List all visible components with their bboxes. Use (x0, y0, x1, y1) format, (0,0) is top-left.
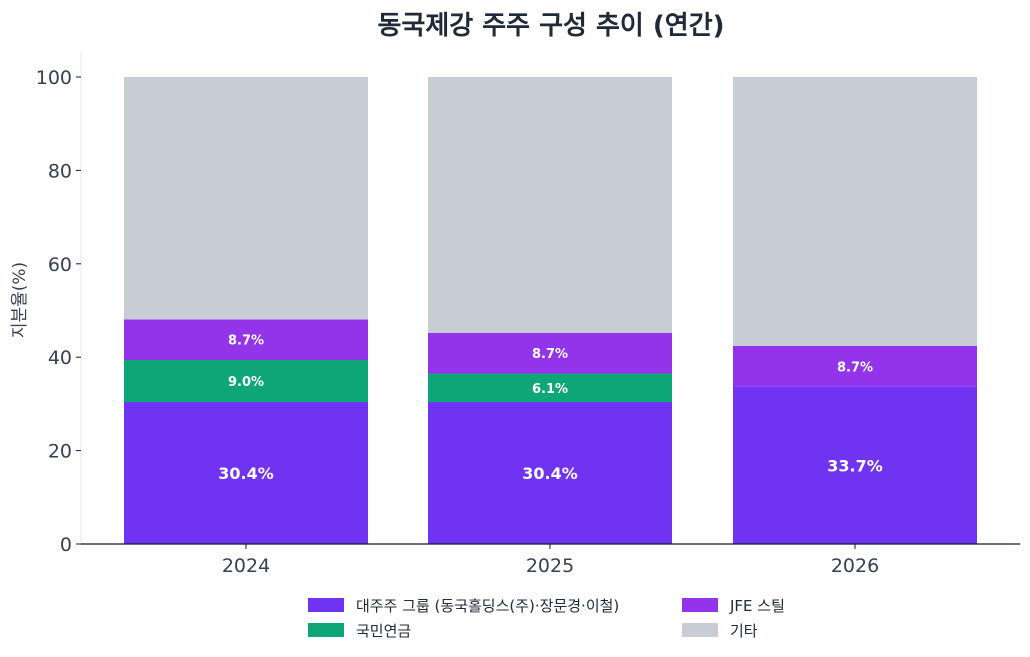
data-label-2026-s2: 8.7% (837, 360, 873, 375)
data-label-2024-s2: 8.7% (228, 334, 264, 349)
bar-segment-2026-s2 (733, 345, 977, 387)
data-label-2026-s0: 33.7% (827, 456, 883, 475)
legend: 대주주 그룹 (동국홀딩스(주)·장문경·이철) 국민연금 JFE 스틸 기타 (308, 594, 828, 644)
legend-label-major-shareholder: 대주주 그룹 (동국홀딩스(주)·장문경·이철) (356, 596, 620, 615)
legend-label-others: 기타 (730, 621, 758, 640)
x-tick-label: 2025 (526, 555, 574, 577)
y-tick-label: 40 (48, 347, 72, 369)
y-axis-label: 지분율(%) (10, 262, 30, 338)
legend-swatch-others (682, 623, 718, 637)
bar-segment-2024-s1 (124, 360, 368, 403)
x-tick-label: 2026 (831, 555, 879, 577)
bar-segment-2025-s0 (428, 402, 672, 544)
bar-segment-2024-s3 (124, 77, 368, 320)
bar-segment-2025-s3 (428, 77, 672, 333)
y-tick-label: 0 (60, 534, 72, 556)
bar-segment-2025-s2 (428, 332, 672, 374)
legend-item-jfe: JFE 스틸 (682, 594, 785, 616)
data-label-2025-s1: 6.1% (532, 382, 568, 397)
data-label-2025-s2: 8.7% (532, 347, 568, 362)
legend-swatch-nps (308, 623, 344, 637)
legend-swatch-major-shareholder (308, 598, 344, 612)
legend-item-major-shareholder: 대주주 그룹 (동국홀딩스(주)·장문경·이철) (308, 594, 619, 616)
bar-segment-2025-s1 (428, 373, 672, 403)
y-tick-label: 60 (48, 254, 72, 276)
bar-segment-2024-s2 (124, 319, 368, 361)
bar-segment-2024-s0 (124, 402, 368, 544)
y-tick-label: 20 (48, 441, 72, 463)
y-tick-label: 100 (36, 67, 72, 89)
legend-item-nps: 국민연금 (308, 619, 411, 641)
legend-swatch-jfe (682, 598, 718, 612)
bar-segment-2026-s3 (733, 77, 977, 346)
legend-label-jfe: JFE 스틸 (730, 596, 785, 615)
data-label-2025-s0: 30.4% (522, 464, 578, 483)
x-tick-label: 2024 (222, 555, 270, 577)
y-tick-label: 80 (48, 160, 72, 182)
data-label-2024-s1: 9.0% (228, 375, 264, 390)
legend-label-nps: 국민연금 (356, 621, 412, 640)
data-label-2024-s0: 30.4% (218, 464, 274, 483)
legend-item-others: 기타 (682, 619, 758, 641)
bar-segment-2026-s0 (733, 386, 977, 544)
chart-title: 동국제강 주주 구성 추이 (연간) (377, 11, 724, 41)
